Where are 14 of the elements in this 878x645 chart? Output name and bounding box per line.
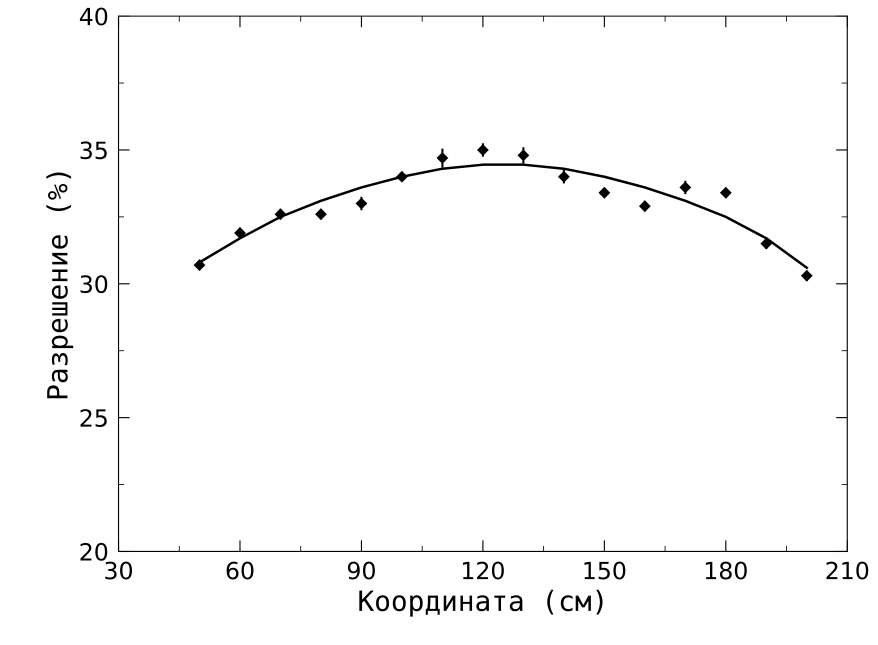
y-tick-label: 40 <box>80 8 108 26</box>
y-axis-title: Разрешение (%) <box>46 172 74 398</box>
y-tick-label: 20 <box>80 542 108 561</box>
x-tick-label: 210 <box>826 562 868 580</box>
x-axis-title: Координата (см) <box>359 590 603 617</box>
y-tick-label: 35 <box>80 141 107 160</box>
y-tick-label: 30 <box>80 275 108 294</box>
y-tick-label: 25 <box>80 409 107 427</box>
x-tick-label: 90 <box>348 562 375 580</box>
x-tick-label: 150 <box>584 562 626 580</box>
x-tick-label: 30 <box>105 562 132 580</box>
x-tick-label: 120 <box>462 562 504 580</box>
x-tick-label: 180 <box>706 562 747 580</box>
x-tick-label: 60 <box>226 562 254 580</box>
